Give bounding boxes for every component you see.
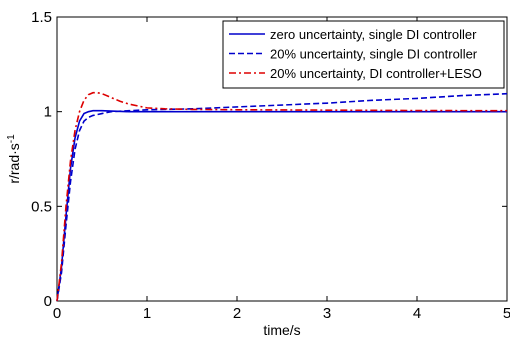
- y-tick-label: 0: [44, 293, 52, 310]
- y-tick-label: 1.5: [31, 9, 52, 26]
- x-tick-label: 3: [323, 305, 331, 322]
- y-axis-label-main: r/rad·s: [6, 143, 22, 183]
- series-line-2: [56, 92, 508, 302]
- legend-label-2: 20% uncertainty, single DI controller: [270, 47, 478, 62]
- y-axis-label: r/rad·s-1: [6, 134, 22, 184]
- x-tick-label: 5: [503, 305, 510, 322]
- x-axis-label: time/s: [263, 322, 300, 338]
- x-tick-label: 2: [233, 305, 241, 322]
- y-axis-label-superscript: -1: [6, 134, 17, 143]
- x-tick-label: 1: [143, 305, 151, 322]
- y-tick-label: 1: [44, 104, 52, 121]
- series-line-3: [56, 91, 508, 302]
- series-group: [56, 91, 508, 302]
- x-tick-label: 4: [413, 305, 421, 322]
- ticks: 0 1 2 3 4 5 0 0.5 1 1.5: [31, 9, 510, 322]
- legend: zero uncertainty, single DI controller 20…: [222, 20, 505, 89]
- y-tick-label: 0.5: [31, 198, 52, 215]
- legend-box: [222, 20, 505, 89]
- legend-label-3: 20% uncertainty, DI controller+LESO: [270, 66, 482, 81]
- legend-label-1: zero uncertainty, single DI controller: [270, 27, 477, 42]
- x-tick-label: 0: [53, 305, 61, 322]
